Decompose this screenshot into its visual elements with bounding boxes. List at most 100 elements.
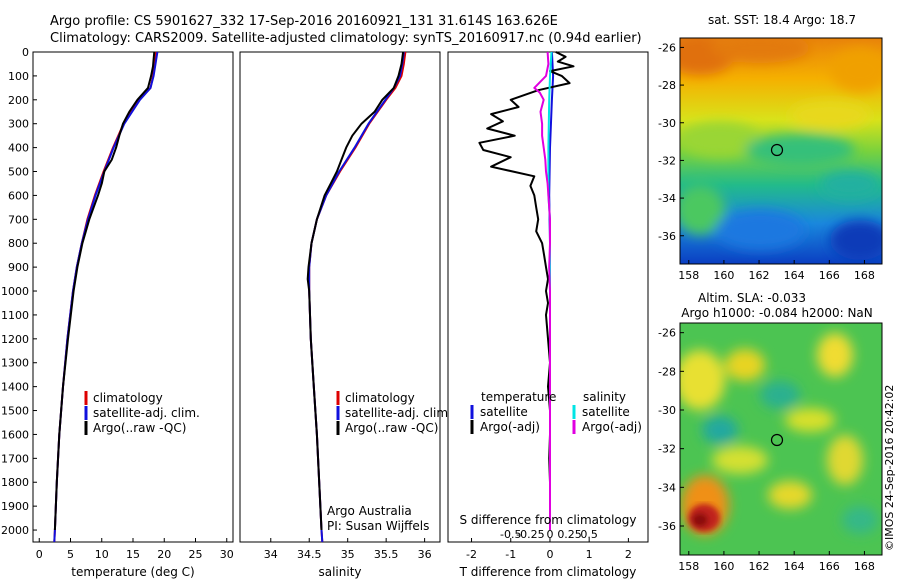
x2-tick-label: 0 [546,528,553,541]
difference-legend: temperature satellite Argo(-adj) salinit… [470,390,642,434]
depth-tick-label: 200 [8,94,29,107]
legend-label-climatology: climatology [93,391,163,405]
x-tick-label: -1 [505,548,516,561]
depth-tick-label: 1900 [1,500,29,513]
lon-tick-label: 168 [854,269,875,282]
x-tick-label: 1 [586,548,593,561]
title-line-1: Argo profile: CS 5901627_332 17-Sep-2016… [50,14,558,29]
lat-tick-label: -34 [658,192,676,205]
temperature-panel: 0100200300400500600700800900100011001200… [1,46,234,579]
depth-tick-label: 700 [8,213,29,226]
depth-axis: 0 100 200 300 400 500 600 700 800 900 1000 1100 1200… [1,46,37,537]
depth-tick-label: 400 [8,142,29,155]
depth-tick-label: 800 [8,237,29,250]
depth-tick-label: 1400 [1,381,29,394]
x-tick-label: 35 [341,548,355,561]
sst-map-title: sat. SST: 18.4 Argo: 18.7 [708,13,856,27]
legend-label-satellite: satellite-adj. clim. [345,406,452,420]
salinity-panel-frame [239,51,441,543]
temperature-legend: climatology satellite-adj. clim. Argo(..… [84,391,200,435]
legend-label-temp-argo: Argo(-adj) [480,420,540,434]
x-tick-label: 35.5 [374,548,399,561]
x-tick-label: 25 [189,548,203,561]
depth-tick-label: 1000 [1,285,29,298]
x-tick-label: 20 [157,548,171,561]
sla-map-title-2: Argo h1000: -0.084 h2000: NaN [681,306,873,320]
depth-tick-label: 1600 [1,428,29,441]
lat-tick-label: -26 [658,41,676,54]
x-tick-label: 10 [95,548,109,561]
sla-map-frame [679,322,883,556]
x-tick-label: 15 [126,548,140,561]
salinity-x-label: salinity [318,565,361,579]
lon-tick-label: 164 [784,560,805,573]
depth-tick-label: 1100 [1,309,29,322]
depth-tick-label: 300 [8,118,29,131]
credit-line-2: PI: Susan Wijffels [327,519,429,533]
salinity-difference-label: S difference from climatology [460,513,637,527]
depth-tick-label: 600 [8,189,29,202]
x2-tick-label: -0.5 [500,528,521,541]
x-tick-label: 30 [220,548,234,561]
depth-tick-label: 1700 [1,452,29,465]
lat-tick-label: -28 [658,79,676,92]
lon-tick-label: 162 [749,269,770,282]
depth-tick-label: 1200 [1,333,29,346]
temperature-difference-label: T difference from climatology [459,565,637,579]
sst-map: sat. SST: 18.4 Argo: 18.7 158 160 162 164 16… [658,13,883,282]
legend-label-temp-satellite: satellite [480,405,528,419]
series-argo-raw-qc [306,51,405,531]
legend-heading-temperature: temperature [481,390,556,404]
x2-tick-label: 0.5 [580,528,598,541]
lat-tick-label: -28 [658,365,676,378]
lon-tick-label: 166 [819,560,840,573]
title-line-2: Climatology: CARS2009. Satellite-adjuste… [50,31,642,46]
lon-tick-label: 160 [713,560,734,573]
sla-map-title-1: Altim. SLA: -0.033 [698,291,806,305]
legend-label-sal-argo: Argo(-adj) [582,420,642,434]
x2-tick-label: 0.25 [557,528,582,541]
salinity-x-axis: 34 34.5 35 35.5 36 [264,538,432,561]
legend-heading-salinity: salinity [583,390,626,404]
lon-tick-label: 168 [854,560,875,573]
x-tick-label: 0 [36,548,43,561]
temperature-x-axis: 0 5 10 15 20 25 30 [36,538,234,561]
sst-map-axes: 158 160 162 164 166 168 -26 -28 -30 -32 -34 -36 [658,41,875,282]
depth-tick-label: 0 [22,46,29,59]
x-tick-label: 0 [546,548,553,561]
x-tick-label: 2 [625,548,632,561]
x2-tick-label: -0.25 [516,528,544,541]
lat-tick-label: -30 [658,117,676,130]
sst-field [680,38,882,264]
temperature-profiles [53,51,159,543]
series-argo-raw-qc [53,51,156,531]
series-salinity-argo-adj [533,51,551,530]
credit-line-1: Argo Australia [327,504,412,518]
lat-tick-label: -32 [658,154,676,167]
salinity-legend: climatology satellite-adj. clim. Argo(..… [336,391,452,435]
temperature-x-label: temperature (deg C) [71,565,194,579]
lat-tick-label: -36 [658,230,676,243]
x-tick-label: 36 [418,548,432,561]
x-tick-label: 34 [264,548,278,561]
depth-tick-label: 2000 [1,524,29,537]
legend-label-argo: Argo(..raw -QC) [345,421,438,435]
difference-x-axis: -2 -1 0 1 2 -0.5-0.25 0 0.250.5 [466,528,632,561]
lon-tick-label: 162 [749,560,770,573]
depth-tick-label: 900 [8,261,29,274]
lat-tick-label: -26 [658,327,676,340]
depth-tick-label: 100 [8,70,29,83]
sla-map: Altim. SLA: -0.033 Argo h1000: -0.084 h2… [658,291,883,573]
legend-label-sal-satellite: satellite [582,405,630,419]
lon-tick-label: 166 [819,269,840,282]
lon-tick-label: 164 [784,269,805,282]
x-tick-label: -2 [466,548,477,561]
depth-tick-label: 500 [8,166,29,179]
difference-panel: -2 -1 0 1 2 -0.5-0.25 0 0.250.5 S difference fr… [447,51,649,579]
legend-label-climatology: climatology [345,391,415,405]
sst-map-frame [679,37,883,265]
float-position-marker [770,143,784,157]
lon-tick-label: 160 [713,269,734,282]
lat-tick-label: -34 [658,481,676,494]
